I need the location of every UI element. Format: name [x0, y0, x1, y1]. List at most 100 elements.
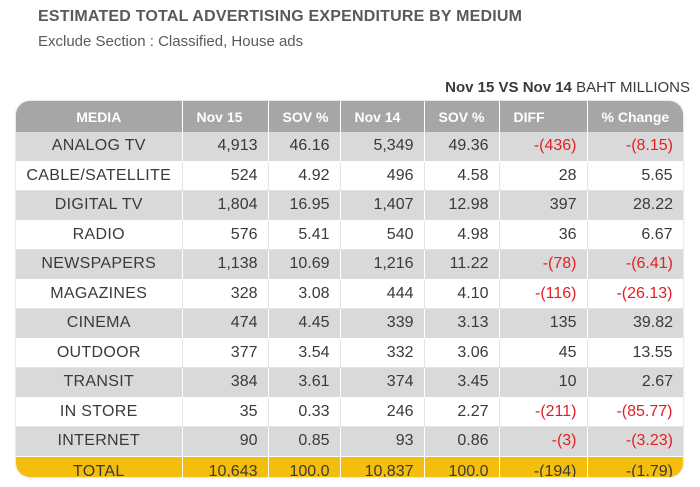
sov15-cell: 3.61 — [268, 367, 341, 398]
col-header-diff: DIFF — [499, 101, 588, 132]
table-row: TRANSIT 384 3.61 374 3.45 10 2.67 — [16, 367, 683, 398]
sov14-cell: 4.98 — [424, 220, 500, 250]
nov14-cell: 339 — [340, 308, 425, 339]
media-cell: DIGITAL TV — [16, 190, 183, 221]
sov14-cell: 12.98 — [424, 190, 500, 221]
media-cell: MAGAZINES — [16, 279, 183, 309]
nov15-cell: 384 — [182, 367, 269, 398]
diff-cell: -(194) — [499, 456, 588, 477]
unit-label: BAHT MILLIONS — [576, 79, 690, 96]
nov14-cell: 332 — [340, 338, 425, 368]
sov15-cell: 100.0 — [268, 456, 341, 477]
table-row: INTERNET 90 0.85 93 0.86 -(3) -(3.23) — [16, 426, 683, 457]
sov15-cell: 3.08 — [268, 279, 341, 309]
diff-cell: -(116) — [499, 279, 588, 309]
diff-cell: 135 — [499, 308, 588, 339]
nov14-cell: 246 — [340, 397, 425, 427]
period-label: Nov 15 VS Nov 14 BAHT MILLIONS — [445, 79, 690, 96]
nov14-cell: 444 — [340, 279, 425, 309]
nov14-cell: 5,349 — [340, 132, 425, 162]
sov15-cell: 0.85 — [268, 426, 341, 457]
change-cell: 5.65 — [587, 161, 683, 191]
nov15-cell: 474 — [182, 308, 269, 339]
media-cell: INTERNET — [16, 426, 183, 457]
expenditure-table-container: MEDIA Nov 15 SOV % Nov 14 SOV % DIFF % C… — [16, 101, 683, 477]
sov15-cell: 4.45 — [268, 308, 341, 339]
sov14-cell: 11.22 — [424, 249, 500, 280]
sov14-cell: 4.10 — [424, 279, 500, 309]
sov14-cell: 49.36 — [424, 132, 500, 162]
col-header-media: MEDIA — [16, 101, 183, 132]
sov14-cell: 3.45 — [424, 367, 500, 398]
table-total-row: TOTAL 10,643 100.0 10,837 100.0 -(194) -(1.79) — [16, 456, 683, 477]
change-cell: -(3.23) — [587, 426, 683, 457]
change-cell: 39.82 — [587, 308, 683, 339]
sov14-cell: 2.27 — [424, 397, 500, 427]
nov15-cell: 10,643 — [182, 456, 269, 477]
sov14-cell: 0.86 — [424, 426, 500, 457]
nov14-cell: 496 — [340, 161, 425, 191]
col-header-nov15: Nov 15 — [182, 101, 269, 132]
nov15-cell: 524 — [182, 161, 269, 191]
diff-cell: 36 — [499, 220, 588, 250]
nov14-cell: 10,837 — [340, 456, 425, 477]
diff-cell: 10 — [499, 367, 588, 398]
nov15-cell: 1,804 — [182, 190, 269, 221]
change-cell: -(8.15) — [587, 132, 683, 162]
change-cell: -(26.13) — [587, 279, 683, 309]
change-cell: 2.67 — [587, 367, 683, 398]
col-header-nov14: Nov 14 — [340, 101, 425, 132]
media-cell: IN STORE — [16, 397, 183, 427]
col-header-sov14: SOV % — [424, 101, 500, 132]
period-comparison: Nov 15 VS Nov 14 — [445, 79, 572, 96]
diff-cell: 45 — [499, 338, 588, 368]
nov15-cell: 576 — [182, 220, 269, 250]
sov14-cell: 100.0 — [424, 456, 500, 477]
table-row: CABLE/SATELLITE 524 4.92 496 4.58 28 5.65 — [16, 161, 683, 191]
media-cell: CINEMA — [16, 308, 183, 339]
table-row: ANALOG TV 4,913 46.16 5,349 49.36 -(436) -(8.1… — [16, 132, 683, 162]
media-cell: NEWSPAPERS — [16, 249, 183, 280]
diff-cell: -(78) — [499, 249, 588, 280]
change-cell: 13.55 — [587, 338, 683, 368]
sov15-cell: 4.92 — [268, 161, 341, 191]
page-subtitle: Exclude Section : Classified, House ads — [38, 33, 304, 50]
expenditure-table: MEDIA Nov 15 SOV % Nov 14 SOV % DIFF % C… — [16, 101, 683, 477]
table-row: IN STORE 35 0.33 246 2.27 -(211) -(85.77) — [16, 397, 683, 427]
nov14-cell: 540 — [340, 220, 425, 250]
nov15-cell: 90 — [182, 426, 269, 457]
sov14-cell: 3.06 — [424, 338, 500, 368]
sov15-cell: 46.16 — [268, 132, 341, 162]
media-cell: ANALOG TV — [16, 132, 183, 162]
sov15-cell: 16.95 — [268, 190, 341, 221]
change-cell: -(6.41) — [587, 249, 683, 280]
media-cell: RADIO — [16, 220, 183, 250]
table-row: OUTDOOR 377 3.54 332 3.06 45 13.55 — [16, 338, 683, 368]
change-cell: -(85.77) — [587, 397, 683, 427]
table-row: NEWSPAPERS 1,138 10.69 1,216 11.22 -(78) -(6.4… — [16, 249, 683, 280]
media-cell: CABLE/SATELLITE — [16, 161, 183, 191]
nov15-cell: 1,138 — [182, 249, 269, 280]
diff-cell: -(436) — [499, 132, 588, 162]
nov15-cell: 377 — [182, 338, 269, 368]
media-cell: TOTAL — [16, 456, 183, 477]
sov14-cell: 3.13 — [424, 308, 500, 339]
nov15-cell: 4,913 — [182, 132, 269, 162]
nov14-cell: 1,407 — [340, 190, 425, 221]
nov14-cell: 93 — [340, 426, 425, 457]
sov15-cell: 10.69 — [268, 249, 341, 280]
sov14-cell: 4.58 — [424, 161, 500, 191]
media-cell: OUTDOOR — [16, 338, 183, 368]
col-header-sov15: SOV % — [268, 101, 341, 132]
sov15-cell: 3.54 — [268, 338, 341, 368]
nov14-cell: 1,216 — [340, 249, 425, 280]
diff-cell: 397 — [499, 190, 588, 221]
nov15-cell: 328 — [182, 279, 269, 309]
diff-cell: 28 — [499, 161, 588, 191]
table-body: ANALOG TV 4,913 46.16 5,349 49.36 -(436) -(8.1… — [16, 132, 683, 477]
change-cell: 6.67 — [587, 220, 683, 250]
table-row: RADIO 576 5.41 540 4.98 36 6.67 — [16, 220, 683, 250]
diff-cell: -(3) — [499, 426, 588, 457]
diff-cell: -(211) — [499, 397, 588, 427]
change-cell: 28.22 — [587, 190, 683, 221]
